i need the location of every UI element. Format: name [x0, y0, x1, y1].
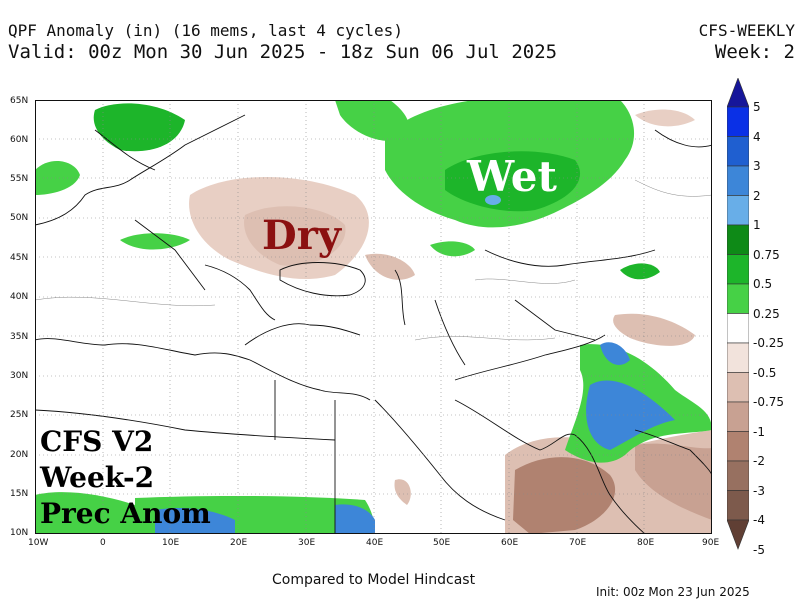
colorbar-tick-label: 2 [753, 188, 761, 203]
colorbar-tick-label: 0.5 [753, 277, 773, 291]
colorbar-tick-label: -0.5 [753, 365, 777, 380]
cfs-v2-overlay-line-3: Prec Anom [40, 497, 211, 530]
colorbar-tick-label: 1 [753, 218, 761, 232]
colorbar-segment [727, 136, 749, 167]
colorbar-tick-label: 0.75 [753, 247, 780, 262]
lat-label: 65N [10, 96, 29, 106]
lon-label: 60E [501, 538, 519, 548]
colorbar-tick-label: 0.25 [753, 306, 780, 321]
dry-annotation: Dry [262, 212, 342, 259]
lon-label: 80E [637, 538, 655, 548]
footer-init-time: Init: 00z Mon 23 Jun 2025 [596, 585, 750, 599]
colorbar [727, 78, 749, 550]
lon-label: 0 [100, 538, 106, 548]
colorbar-segment [727, 283, 749, 314]
colorbar-segment [727, 372, 749, 403]
lat-label: 25N [10, 410, 29, 420]
lat-label: 55N [10, 174, 29, 184]
colorbar-tick-label: -3 [753, 483, 765, 498]
footer-hindcast-note: Compared to Model Hindcast [272, 572, 476, 588]
colorbar-tick-label: 3 [753, 159, 761, 173]
lat-label: 30N [10, 371, 29, 381]
colorbar-segment [727, 460, 749, 491]
cfs-v2-overlay-line-1: CFS V2 [40, 425, 154, 458]
lon-label: 20E [230, 538, 248, 548]
lon-label: 30E [298, 538, 316, 548]
anomaly-contours [35, 179, 712, 341]
colorbar-segment [727, 195, 749, 226]
week-label: Week: 2 [714, 41, 795, 63]
title-line-1: QPF Anomaly (in) (16 mems, last 4 cycles… [8, 21, 403, 40]
title-line-2-valid-range: Valid: 00z Mon 30 Jun 2025 - 18z Sun 06 … [8, 41, 558, 63]
colorbar-tick-label: -1 [753, 424, 765, 439]
lon-label: 50E [433, 538, 451, 548]
wet-anomaly-shading [35, 100, 712, 534]
colorbar-tick-label: -0.75 [753, 395, 785, 409]
lon-label: 70E [569, 538, 587, 548]
lon-label: 10W [28, 538, 49, 548]
lat-label: 40N [10, 292, 29, 302]
lat-label: 10N [10, 528, 29, 538]
wet-annotation: Wet [467, 152, 557, 201]
colorbar-segment [727, 254, 749, 285]
lat-label: 20N [10, 450, 29, 460]
colorbar-segment [727, 342, 749, 373]
graticule [35, 100, 712, 534]
colorbar-tick-label: 5 [753, 100, 761, 114]
colorbar-segment [727, 401, 749, 432]
colorbar-segment [727, 313, 749, 344]
lat-label: 60N [10, 135, 29, 145]
colorbar-segment [727, 431, 749, 462]
lat-label: 45N [10, 253, 29, 263]
colorbar-segment [727, 165, 749, 196]
colorbar-segment [727, 106, 749, 137]
lat-label: 35N [10, 332, 29, 342]
model-name: CFS-WEEKLY [698, 21, 795, 40]
lat-label: 15N [10, 489, 29, 499]
colorbar-tick-label: -4 [753, 513, 765, 527]
colorbar-min-arrow [727, 519, 749, 550]
cfs-v2-overlay-line-2: Week-2 [40, 461, 155, 494]
anomaly-map [35, 100, 712, 534]
lon-label: 90E [702, 538, 720, 548]
colorbar-segment [727, 490, 749, 521]
colorbar-tick-label: -5 [753, 542, 765, 557]
colorbar-tick-label: -0.25 [753, 336, 785, 350]
colorbar-segment [727, 224, 749, 255]
colorbar-tick-label: -2 [753, 454, 765, 468]
dry-anomaly-shading [189, 109, 712, 534]
lat-label: 50N [10, 213, 29, 223]
colorbar-max-arrow [727, 78, 749, 108]
colorbar-tick-label: 4 [753, 129, 761, 144]
lon-label: 10E [162, 538, 180, 548]
lon-label: 40E [366, 538, 384, 548]
